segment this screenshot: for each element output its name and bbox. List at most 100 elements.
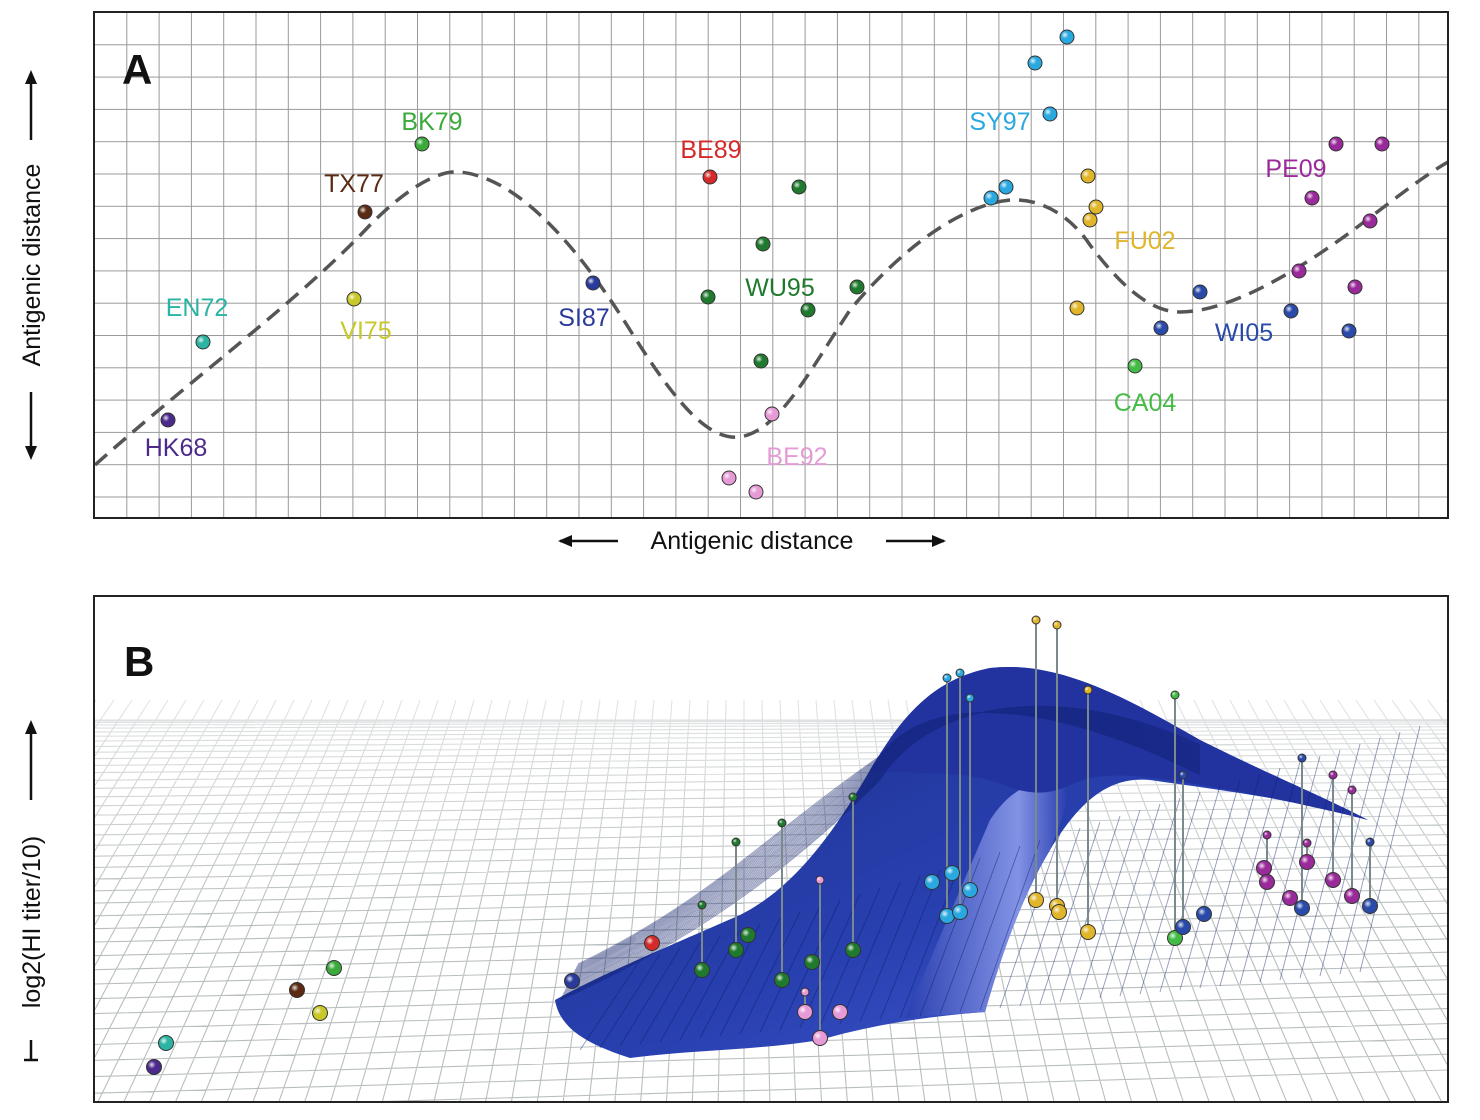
strain-label-wu95: WU95 xyxy=(745,274,814,302)
y-axis-arrowhead-up xyxy=(25,70,37,84)
point-wu95 xyxy=(753,353,769,369)
strain-ball-pe09 xyxy=(1256,860,1272,876)
point-fu02 xyxy=(1069,300,1085,316)
strain-ball-si87 xyxy=(564,973,580,989)
strain-ball-wu95 xyxy=(804,954,820,970)
panel-a-grid xyxy=(94,12,1448,518)
strain-ball-sy97 xyxy=(924,874,940,890)
point-wu95 xyxy=(849,279,865,295)
strain-ball-be92 xyxy=(797,1004,813,1020)
x-axis-arrowhead-left xyxy=(558,535,572,547)
panel-a-y-axis-label: Antigenic distance xyxy=(18,164,46,367)
titer-tip-sy97 xyxy=(942,673,952,683)
strain-ball-pe09 xyxy=(1344,888,1360,904)
strain-ball-wu95 xyxy=(774,972,790,988)
antigenic-trajectory-dashed-line xyxy=(94,160,1448,467)
point-wu95 xyxy=(700,289,716,305)
strain-ball-sy97 xyxy=(962,882,978,898)
strain-ball-fu02 xyxy=(1080,924,1096,940)
strain-ball-pe09 xyxy=(1259,874,1275,890)
strain-ball-be89 xyxy=(644,935,660,951)
point-wi05 xyxy=(1283,303,1299,319)
panel-b-letter: B xyxy=(124,638,154,685)
strain-ball-vi75 xyxy=(312,1005,328,1021)
x-axis-arrowhead-right xyxy=(932,535,946,547)
titer-tip-wu95 xyxy=(731,837,741,847)
panel-b-frame xyxy=(93,595,1449,1103)
point-en72 xyxy=(195,334,211,350)
point-sy97 xyxy=(983,190,999,206)
titer-tip-fu02 xyxy=(1083,685,1093,695)
antibody-landscape-surface xyxy=(555,666,1421,1058)
strain-ball-wi05 xyxy=(1175,919,1191,935)
strain-ball-wu95 xyxy=(740,927,756,943)
point-wi05 xyxy=(1192,284,1208,300)
titer-tip-pe09 xyxy=(1262,830,1272,840)
titer-tip-pe09 xyxy=(1347,785,1357,795)
strain-label-en72: EN72 xyxy=(166,294,229,322)
point-ca04 xyxy=(1127,358,1143,374)
titer-tip-wi05 xyxy=(1178,770,1188,780)
strain-label-hk68: HK68 xyxy=(145,434,208,462)
point-fu02 xyxy=(1082,212,1098,228)
strain-label-fu02: FU02 xyxy=(1114,227,1175,255)
titer-tip-be92 xyxy=(815,875,825,885)
strain-ball-wu95 xyxy=(845,942,861,958)
landscape-surface-ridge xyxy=(870,666,1368,820)
panel-a: A HK68 EN72 VI75 TX77 BK79 SI87 BE89 BE9… xyxy=(18,11,1449,555)
strain-ball-sy97 xyxy=(952,904,968,920)
strain-ball-pe09 xyxy=(1299,854,1315,870)
strain-ball-wi05 xyxy=(1362,898,1378,914)
strain-label-be92: BE92 xyxy=(766,443,827,471)
strain-ball-be92 xyxy=(812,1030,828,1046)
titer-tip-fu02 xyxy=(1031,615,1041,625)
strain-label-sy97: SY97 xyxy=(969,108,1030,136)
titer-tip-wu95 xyxy=(848,792,858,802)
strain-ball-bk79 xyxy=(326,960,342,976)
titer-tip-wi05 xyxy=(1297,753,1307,763)
panel-a-y-axis: Antigenic distance xyxy=(18,70,46,460)
point-bk79 xyxy=(414,136,430,152)
titer-tip-pe09 xyxy=(1302,838,1312,848)
point-fu02 xyxy=(1080,168,1096,184)
point-pe09 xyxy=(1304,190,1320,206)
strain-ball-wi05 xyxy=(1196,906,1212,922)
point-wi05 xyxy=(1153,320,1169,336)
point-vi75 xyxy=(346,291,362,307)
panel-a-frame xyxy=(93,11,1449,519)
point-pe09 xyxy=(1347,279,1363,295)
point-be92 xyxy=(721,470,737,486)
titer-tip-fu02 xyxy=(1052,620,1062,630)
titer-tip-wu95 xyxy=(697,900,707,910)
strain-ball-wu95 xyxy=(694,962,710,978)
point-fu02 xyxy=(1088,199,1104,215)
strain-ball-sy97 xyxy=(939,908,955,924)
titer-tip-wu95 xyxy=(777,818,787,828)
titer-tip-wi05 xyxy=(1365,837,1375,847)
strain-label-ca04: CA04 xyxy=(1114,389,1177,417)
panel-b-floor-fade xyxy=(94,596,1448,926)
strain-label-bk79: BK79 xyxy=(401,108,462,136)
panel-a-x-axis: Antigenic distance xyxy=(558,527,946,555)
panel-b-y-axis-arrowhead xyxy=(25,720,37,734)
titer-tip-be92 xyxy=(800,987,810,997)
strain-label-wi05: WI05 xyxy=(1215,319,1273,347)
point-wu95 xyxy=(755,236,771,252)
point-sy97 xyxy=(1042,106,1058,122)
panel-b-titer-stems xyxy=(701,620,1371,1038)
panel-b: B log2(HI titer/10) xyxy=(18,595,1449,1103)
point-sy97 xyxy=(998,179,1014,195)
strain-label-vi75: VI75 xyxy=(340,317,391,345)
strain-label-si87: SI87 xyxy=(558,304,609,332)
strain-ball-pe09 xyxy=(1325,872,1341,888)
titer-tip-pe09 xyxy=(1328,770,1338,780)
titer-tip-sy97 xyxy=(955,668,965,678)
strain-ball-en72 xyxy=(158,1035,174,1051)
strain-ball-fu02 xyxy=(1028,892,1044,908)
point-wu95 xyxy=(800,302,816,318)
strain-ball-be92 xyxy=(832,1004,848,1020)
panel-a-letter: A xyxy=(122,46,152,93)
landscape-surface-wall xyxy=(905,781,1067,1018)
point-be92 xyxy=(748,484,764,500)
